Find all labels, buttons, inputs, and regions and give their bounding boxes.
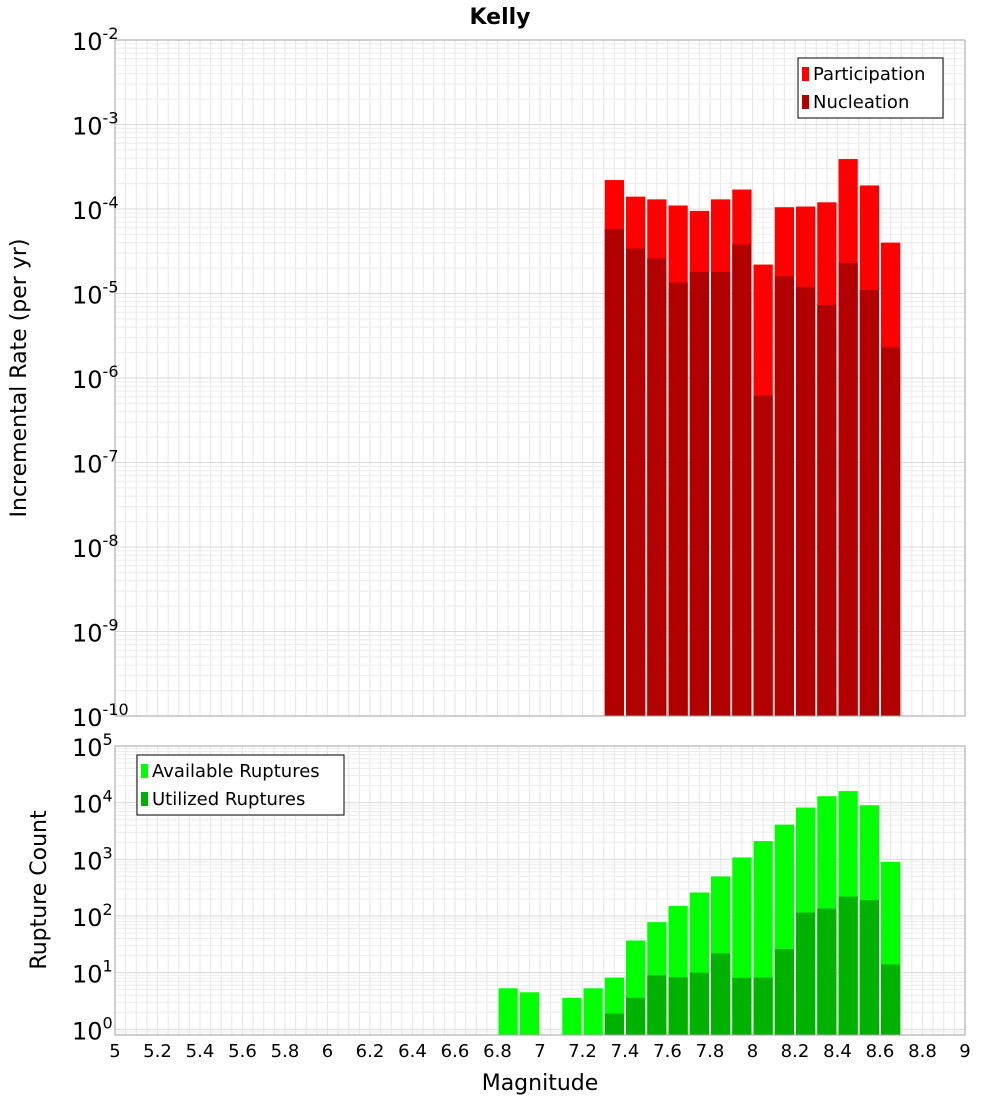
x-tick-label: 8.8 (908, 1041, 937, 1062)
count-bar (732, 977, 752, 1035)
x-tick-label: 7 (534, 1041, 545, 1062)
rate-legend-swatch (802, 67, 809, 81)
x-tick-label: 8 (747, 1041, 758, 1062)
count-legend: Available Ruptures Utilized Ruptures (136, 754, 345, 816)
count-bar (753, 977, 773, 1035)
x-tick-label: 6.8 (483, 1041, 512, 1062)
count-bar (519, 992, 539, 1035)
rate-bar (626, 248, 646, 716)
count-y-tick-label: 104 (72, 787, 113, 819)
count-legend-swatch (141, 764, 148, 778)
count-y-tick-label: 101 (72, 957, 113, 989)
rate-y-tick-label: 10-4 (72, 193, 119, 225)
count-bar (562, 997, 582, 1035)
count-legend-label: Utilized Ruptures (152, 789, 305, 810)
count-bar (859, 900, 879, 1035)
count-bar (583, 988, 603, 1035)
rate-legend-label: Nucleation (813, 92, 909, 113)
x-tick-label: 8.4 (823, 1041, 852, 1062)
rate-bar (859, 290, 879, 716)
x-tick-label: 8.2 (781, 1041, 810, 1062)
rate-bar (732, 244, 752, 716)
chart-title: Kelly (469, 5, 530, 30)
count-bar (817, 908, 837, 1035)
x-tick-label: 6.6 (441, 1041, 470, 1062)
count-bar (647, 975, 667, 1035)
rate-bar (817, 305, 837, 716)
rate-y-tick-label: 10-6 (72, 362, 119, 394)
rate-bar (881, 347, 901, 716)
x-tick-label: 5 (109, 1041, 120, 1062)
count-plot-frame (114, 745, 966, 1036)
rate-bar (711, 271, 731, 716)
x-axis-title: Magnitude (482, 1071, 599, 1096)
x-tick-label: 9 (959, 1041, 970, 1062)
rate-bar (796, 286, 816, 716)
rate-legend: Participation Nucleation (797, 57, 944, 119)
x-tick-label: 7.2 (568, 1041, 597, 1062)
x-tick-label: 5.8 (271, 1041, 300, 1062)
rate-bar (668, 282, 688, 716)
rate-plot-frame (114, 39, 966, 717)
count-bar (774, 949, 794, 1035)
count-bar (626, 997, 646, 1035)
count-bar (881, 964, 901, 1035)
count-y-tick-label: 103 (72, 843, 113, 875)
top-y-axis-title: Incremental Rate (per yr) (7, 239, 32, 518)
rate-bar (689, 271, 709, 716)
x-tick-label: 7.4 (611, 1041, 640, 1062)
x-tick-label: 6 (322, 1041, 333, 1062)
count-bar (498, 988, 518, 1035)
rate-bar (838, 262, 858, 716)
rate-bar (647, 258, 667, 716)
count-y-tick-label: 100 (72, 1013, 113, 1045)
rate-legend-box (797, 57, 944, 119)
count-bar (796, 912, 816, 1035)
bottom-y-axis-title: Rupture Count (27, 810, 52, 970)
rate-bar (774, 276, 794, 716)
rate-y-tick-label: 10-10 (72, 700, 129, 732)
x-tick-label: 6.4 (398, 1041, 427, 1062)
count-bar (668, 977, 688, 1035)
rate-grid (114, 40, 966, 717)
count-bar (604, 1013, 624, 1035)
count-bar (689, 972, 709, 1035)
count-legend-box (136, 754, 345, 816)
rate-y-tick-label: 10-9 (72, 616, 119, 648)
x-tick-label: 6.2 (356, 1041, 385, 1062)
rate-y-tick-label: 10-2 (72, 24, 119, 56)
rate-y-tick-label: 10-3 (72, 109, 119, 141)
x-tick-label: 5.6 (228, 1041, 257, 1062)
count-legend-swatch (141, 792, 148, 806)
rate-bar (753, 395, 773, 716)
count-y-tick-label: 105 (72, 730, 113, 762)
rate-bar (604, 228, 624, 716)
rate-y-tick-label: 10-5 (72, 278, 119, 310)
count-bar (711, 953, 731, 1035)
x-tick-label: 5.2 (143, 1041, 172, 1062)
x-tick-label: 7.8 (696, 1041, 725, 1062)
rate-legend-label: Participation (813, 64, 925, 85)
count-bar (838, 896, 858, 1035)
rate-y-tick-label: 10-7 (72, 447, 119, 479)
rate-legend-swatch (802, 95, 809, 109)
count-legend-label: Available Ruptures (152, 761, 320, 782)
count-series-utilized-ruptures (604, 896, 901, 1035)
x-tick-label: 5.4 (186, 1041, 215, 1062)
x-tick-label: 8.6 (866, 1041, 895, 1062)
x-tick-label: 7.6 (653, 1041, 682, 1062)
rate-y-tick-label: 10-8 (72, 531, 119, 563)
rate-series-nucleation (604, 228, 901, 716)
count-y-tick-label: 102 (72, 900, 113, 932)
